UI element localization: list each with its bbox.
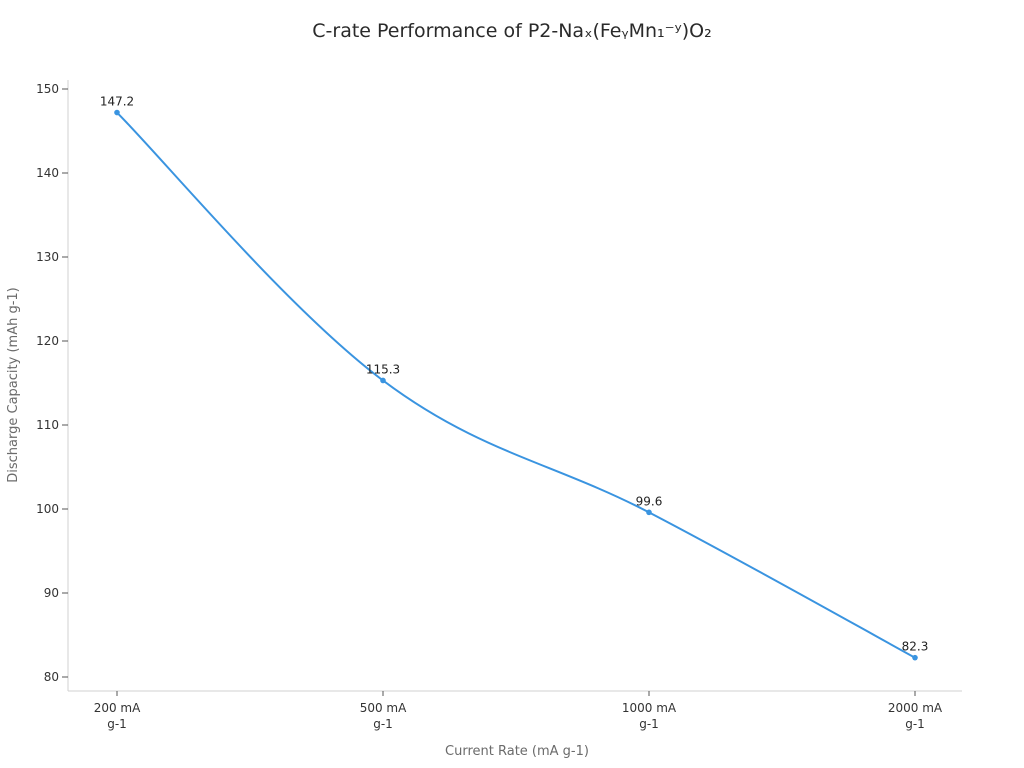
data-label: 82.3: [902, 640, 929, 654]
data-point: [380, 377, 386, 384]
data-labels: 147.2 115.3 99.6 82.3: [100, 95, 929, 654]
data-point: [646, 509, 652, 516]
data-label: 99.6: [636, 494, 663, 508]
y-tick-label: 130: [36, 250, 59, 264]
y-tick-label: 80: [44, 670, 59, 684]
x-axis: 200 mA g-1 500 mA g-1 1000 mA g-1 2000 mA g-1: [68, 690, 962, 731]
x-axis-title: Current Rate (mA g-1): [445, 744, 589, 759]
y-tick-label: 90: [44, 586, 59, 600]
x-tick-label: 1000 mA g-1: [622, 701, 677, 731]
series-line: [116, 111, 916, 659]
y-tick-label: 120: [36, 334, 59, 348]
data-label: 147.2: [100, 95, 134, 109]
y-tick-label: 100: [36, 502, 59, 516]
data-point: [912, 654, 918, 661]
data-point: [114, 109, 120, 116]
y-tick-label: 150: [36, 82, 59, 96]
y-tick-label: 110: [36, 418, 59, 432]
y-axis: 80 90 100 110 120 130 140 150: [36, 80, 69, 691]
y-tick-label: 140: [36, 166, 59, 180]
y-axis-title: Discharge Capacity (mAh g-1): [6, 287, 21, 482]
x-tick-label: 2000 mA g-1: [888, 701, 943, 731]
data-points: [114, 109, 918, 661]
data-label: 115.3: [366, 362, 400, 376]
chart-title: C-rate Performance of P2-Naₓ(FeᵧMn₁⁻ʸ)O₂: [312, 20, 712, 42]
x-tick-label: 200 mA g-1: [94, 701, 141, 731]
x-tick-label: 500 mA g-1: [360, 701, 407, 731]
